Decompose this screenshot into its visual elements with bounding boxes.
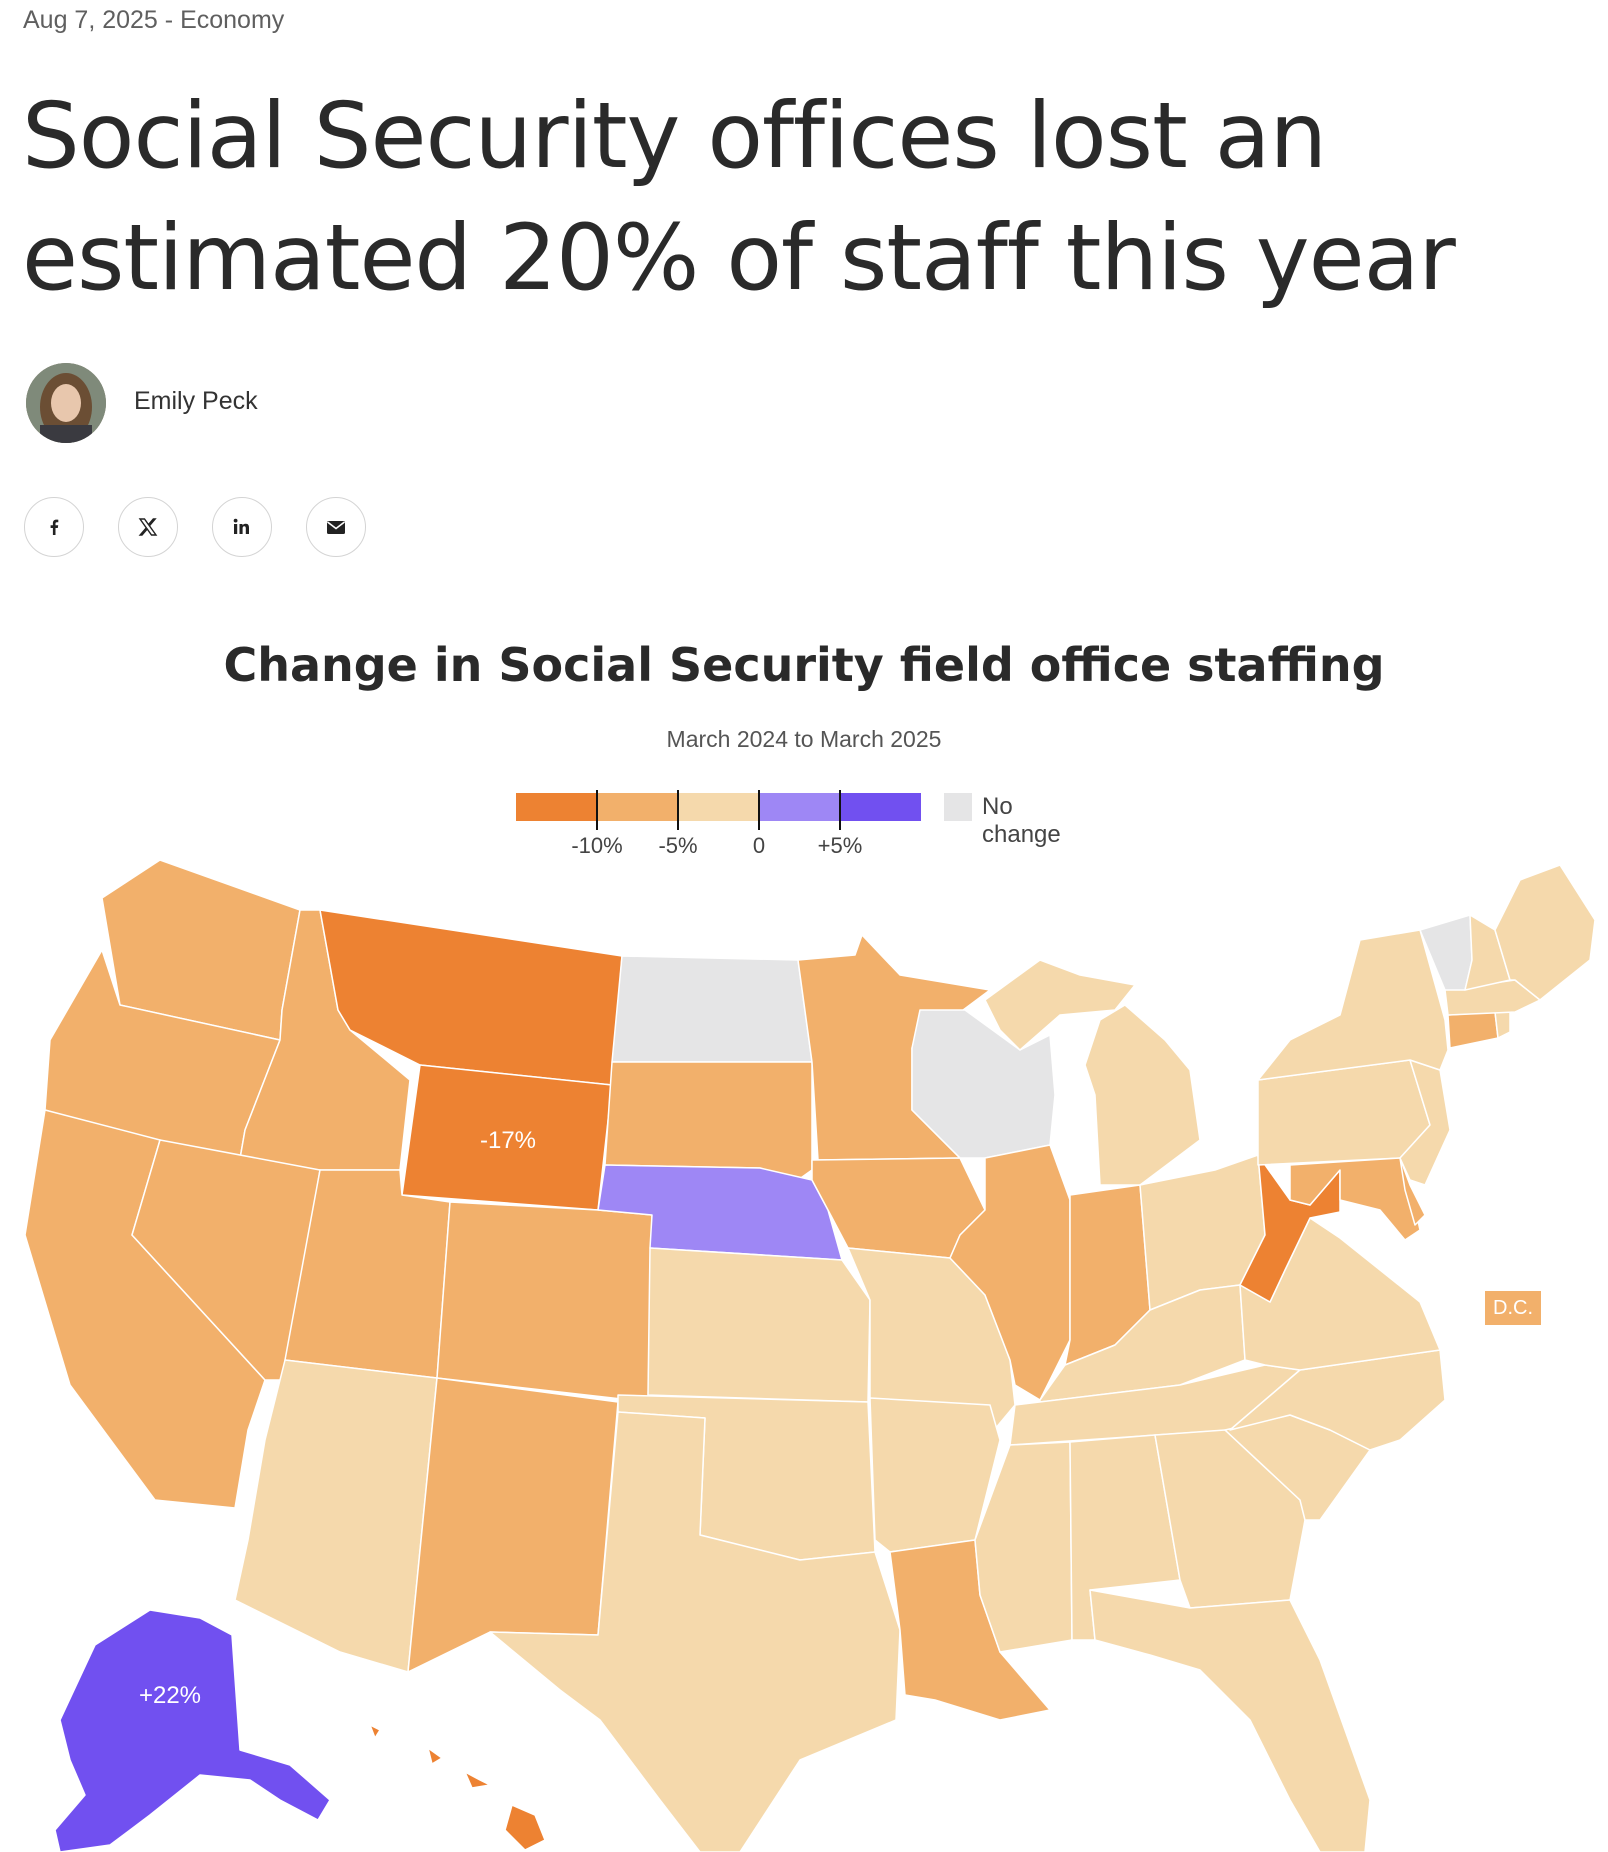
share-email-button[interactable] [306, 497, 366, 557]
us-choropleth-map: -17% +22% [24, 859, 1596, 1852]
state-co[interactable] [436, 1201, 653, 1403]
state-il[interactable] [949, 1144, 1071, 1401]
legend-no-change-swatch [944, 793, 972, 821]
article-meta: Aug 7, 2025 - Economy [23, 6, 284, 35]
facebook-icon [50, 519, 59, 535]
state-me[interactable] [1494, 864, 1596, 1001]
state-nh[interactable] [1464, 914, 1511, 991]
state-az[interactable] [234, 1359, 438, 1673]
share-x-button[interactable] [118, 497, 178, 557]
state-mi[interactable] [984, 959, 1201, 1186]
chart-title: Change in Social Security field office s… [223, 638, 1385, 692]
legend-swatch-mid-orange [597, 793, 678, 821]
headline-line-1: Social Security offices lost an [22, 84, 1327, 189]
article-date: Aug 7, 2025 [23, 6, 158, 34]
state-nm[interactable] [407, 1377, 619, 1673]
dc-label-box[interactable]: D.C. [1485, 1291, 1541, 1325]
map-label-ak: +22% [139, 1682, 201, 1709]
state-ak[interactable] [54, 1609, 331, 1852]
state-tx[interactable] [489, 1411, 901, 1852]
legend-tick-label: -10% [571, 833, 623, 858]
avatar-image [26, 363, 106, 443]
email-icon [327, 521, 345, 534]
state-sd[interactable] [604, 1061, 813, 1181]
state-ny[interactable] [1257, 929, 1449, 1081]
legend-tick-label: 0 [752, 833, 766, 858]
author-avatar[interactable] [26, 363, 106, 443]
state-nj[interactable] [1399, 1059, 1451, 1186]
author-name[interactable]: Emily Peck [134, 387, 258, 415]
legend-no-change-label: No change [982, 793, 1061, 848]
share-linkedin-button[interactable] [212, 497, 272, 557]
article-section[interactable]: Economy [180, 6, 285, 34]
chart-subtitle: March 2024 to March 2025 [666, 726, 942, 752]
state-nd[interactable] [611, 955, 813, 1063]
article-headline: Social Security offices lost an estimate… [22, 76, 1522, 320]
legend-tick [596, 790, 598, 830]
state-de[interactable] [1399, 1157, 1426, 1226]
map-label-wy: -17% [480, 1127, 536, 1154]
legend-swatch-dark-orange [516, 793, 597, 821]
meta-separator: - [164, 6, 174, 34]
x-icon [138, 518, 158, 536]
legend-tick [839, 790, 841, 830]
legend-swatch-dark-purple [840, 793, 921, 821]
legend-tick [677, 790, 679, 830]
legend-tick-label: +5% [817, 833, 863, 858]
state-wi[interactable] [911, 1009, 1056, 1159]
headline-line-2: estimated 20% of staff this year [22, 206, 1456, 311]
share-facebook-button[interactable] [24, 497, 84, 557]
legend-swatch-light-purple [759, 793, 840, 821]
legend-tick [758, 790, 760, 830]
state-fl[interactable] [1089, 1589, 1371, 1852]
linkedin-icon [233, 518, 249, 534]
legend-swatch-light-orange [678, 793, 759, 821]
state-ct[interactable] [1447, 1011, 1499, 1049]
legend-tick-label: -5% [658, 833, 698, 858]
state-nv[interactable] [131, 1139, 321, 1381]
state-hi[interactable] [369, 1724, 546, 1851]
state-ks[interactable] [647, 1247, 871, 1403]
state-ri[interactable] [1494, 1011, 1511, 1039]
